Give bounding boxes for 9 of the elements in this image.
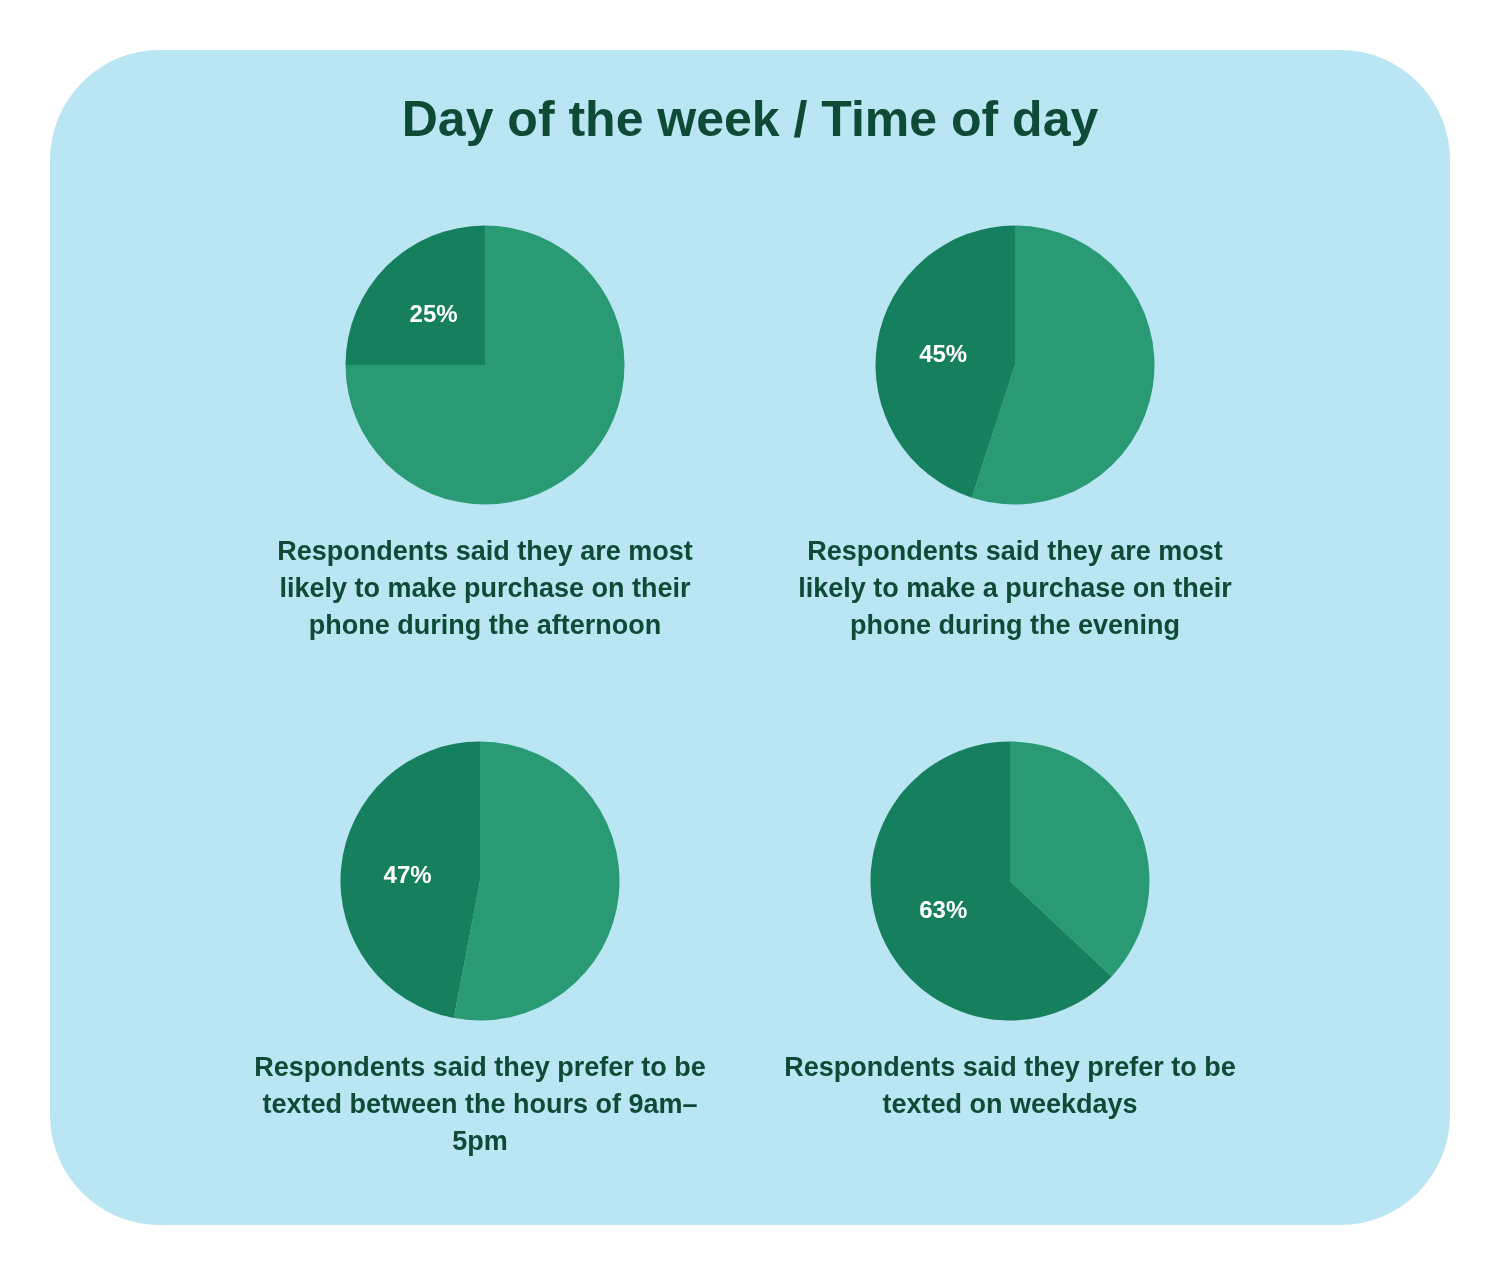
data-label: 45% xyxy=(919,340,968,368)
data-label: 25% xyxy=(409,300,458,328)
text: Respondents said they prefer to be texted on weekdays xyxy=(783,1051,1237,1121)
text: Day of the week / Time of day xyxy=(400,90,1100,148)
data-label: 63% xyxy=(919,896,968,924)
text: Respondents said they are most likely to make purchase on their phone during the afternoon xyxy=(276,535,694,642)
data-label: 47% xyxy=(383,860,432,888)
text: Respondents said they are most likely to make a purchase on their phone during the evening xyxy=(797,535,1233,642)
text: Respondents said they prefer to be texted between the hours of 9am–5pm xyxy=(253,1051,707,1158)
